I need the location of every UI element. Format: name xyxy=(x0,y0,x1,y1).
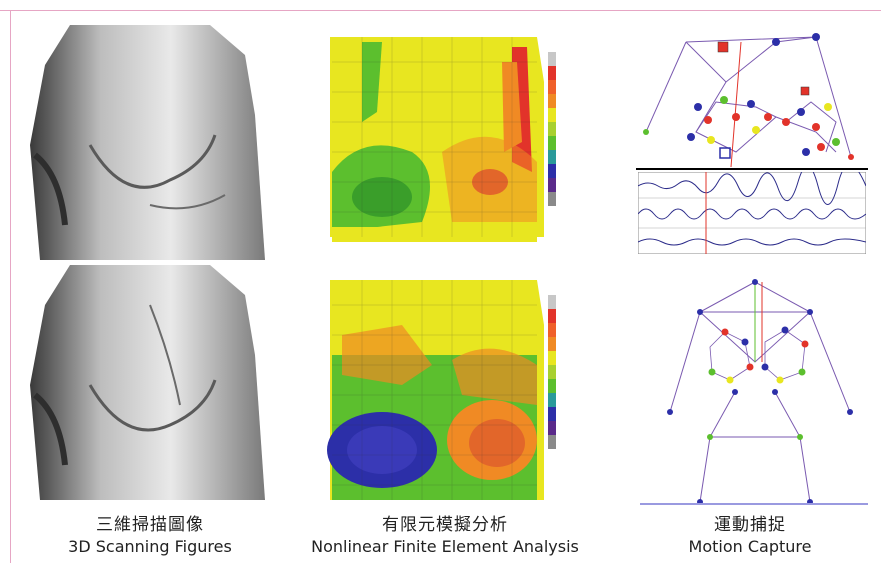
caption-motion-capture-en: Motion Capture xyxy=(688,537,812,556)
fea-figure-top xyxy=(322,22,572,260)
fea-figure-bottom xyxy=(322,265,572,505)
caption-fea-en: Nonlinear Finite Element Analysis xyxy=(311,537,579,556)
caption-motion-capture: 運動捕捉 Motion Capture xyxy=(630,514,870,558)
caption-3d-scanning: 三維掃描圖像 3D Scanning Figures xyxy=(20,514,280,558)
motion-capture-signal-plot xyxy=(638,172,866,254)
caption-3d-scanning-en: 3D Scanning Figures xyxy=(68,537,232,556)
motion-capture-markers xyxy=(636,22,868,170)
frame-border-top xyxy=(0,10,881,11)
fea-legend-bottom xyxy=(548,295,556,449)
scan-figure-top xyxy=(30,25,270,260)
fea-legend-top xyxy=(548,52,556,206)
caption-fea-zh: 有限元模擬分析 xyxy=(382,515,508,535)
motion-capture-skeleton xyxy=(640,272,868,506)
caption-fea: 有限元模擬分析 Nonlinear Finite Element Analysi… xyxy=(290,514,600,558)
frame-border-left xyxy=(10,10,11,563)
scan-figure-bottom xyxy=(30,265,270,500)
caption-3d-scanning-zh: 三維掃描圖像 xyxy=(96,515,204,535)
caption-motion-capture-zh: 運動捕捉 xyxy=(714,515,786,535)
